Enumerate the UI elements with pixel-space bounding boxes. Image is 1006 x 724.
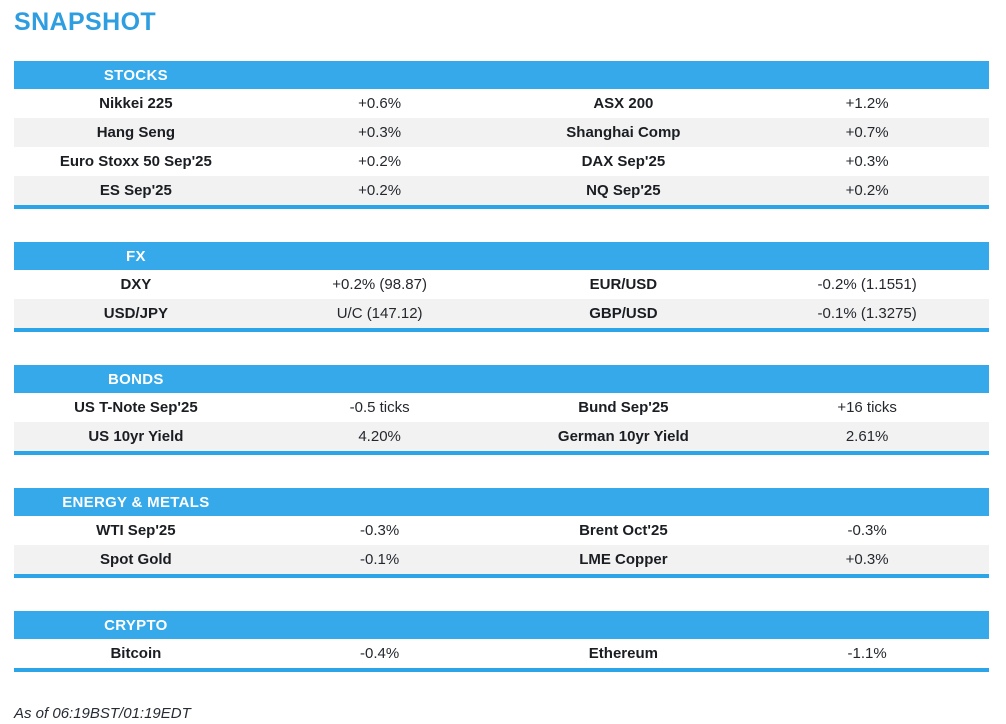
instrument-name: Nikkei 225 (99, 95, 173, 112)
section-title: ENERGY & METALS (62, 493, 210, 511)
table-row: Hang Seng +0.3% Shanghai Comp +0.7% (14, 118, 989, 147)
instrument-name: Brent Oct'25 (579, 522, 668, 539)
instrument-name: German 10yr Yield (557, 428, 689, 445)
instrument-name: DXY (120, 276, 152, 293)
instrument-name: Euro Stoxx 50 Sep'25 (59, 153, 212, 170)
instrument-name: ASX 200 (593, 95, 654, 112)
instrument-name: GBP/USD (589, 305, 658, 322)
instrument-name: DAX Sep'25 (581, 153, 666, 170)
instrument-change: 4.20% (358, 428, 401, 445)
instrument-name: Spot Gold (100, 551, 172, 568)
section-title: FX (125, 247, 146, 265)
instrument-change: +0.3% (845, 551, 889, 568)
instrument-change: +0.3% (358, 124, 402, 141)
section-header-bar: STOCKS (14, 61, 989, 89)
instrument-change: -0.3% (360, 522, 400, 539)
instrument-change: +0.2% (358, 182, 402, 199)
section-energy-metals: ENERGY & METALS WTI Sep'25 -0.3% Brent O… (14, 488, 989, 578)
instrument-name: US T-Note Sep'25 (74, 399, 198, 416)
instrument-name: US 10yr Yield (88, 428, 184, 445)
timestamp-note: As of 06:19BST/01:19EDT (14, 705, 191, 722)
instrument-name: Ethereum (588, 645, 658, 662)
table-row: DXY +0.2% (98.87) EUR/USD -0.2% (1.1551) (14, 270, 989, 299)
table-row: Nikkei 225 +0.6% ASX 200 +1.2% (14, 89, 989, 118)
section-header-bar: CRYPTO (14, 611, 989, 639)
instrument-name: Bitcoin (110, 645, 162, 662)
table-row: US 10yr Yield 4.20% German 10yr Yield 2.… (14, 422, 989, 451)
table-row: WTI Sep'25 -0.3% Brent Oct'25 -0.3% (14, 516, 989, 545)
instrument-change: +16 ticks (837, 399, 897, 416)
section-crypto: CRYPTO Bitcoin -0.4% Ethereum -1.1% (14, 611, 989, 672)
instrument-name: USD/JPY (103, 305, 168, 322)
instrument-change: -0.3% (847, 522, 887, 539)
instrument-change: -0.4% (360, 645, 400, 662)
instrument-change: -0.1% (360, 551, 400, 568)
section-header-bar: ENERGY & METALS (14, 488, 989, 516)
instrument-name: LME Copper (579, 551, 668, 568)
section-title: STOCKS (103, 66, 168, 84)
section-stocks: STOCKS Nikkei 225 +0.6% ASX 200 +1.2% Ha… (14, 61, 989, 209)
instrument-name: Hang Seng (96, 124, 176, 141)
table-row: Spot Gold -0.1% LME Copper +0.3% (14, 545, 989, 574)
instrument-change: +1.2% (845, 95, 889, 112)
table-row: US T-Note Sep'25 -0.5 ticks Bund Sep'25 … (14, 393, 989, 422)
table-row: Euro Stoxx 50 Sep'25 +0.2% DAX Sep'25 +0… (14, 147, 989, 176)
section-bonds: BONDS US T-Note Sep'25 -0.5 ticks Bund S… (14, 365, 989, 455)
instrument-change: -0.1% (1.3275) (817, 305, 917, 322)
instrument-name: Bund Sep'25 (578, 399, 669, 416)
section-header-bar: BONDS (14, 365, 989, 393)
instrument-name: WTI Sep'25 (96, 522, 176, 539)
instrument-change: +0.2% (358, 153, 402, 170)
instrument-change: +0.2% (98.87) (332, 276, 427, 293)
instrument-change: -0.2% (1.1551) (817, 276, 917, 293)
section-fx: FX DXY +0.2% (98.87) EUR/USD -0.2% (1.15… (14, 242, 989, 332)
instrument-name: ES Sep'25 (99, 182, 172, 199)
instrument-name: Shanghai Comp (566, 124, 681, 141)
table-row: USD/JPY U/C (147.12) GBP/USD -0.1% (1.32… (14, 299, 989, 328)
instrument-change: -0.5 ticks (349, 399, 410, 416)
section-header-bar: FX (14, 242, 989, 270)
instrument-change: +0.2% (845, 182, 889, 199)
section-title: BONDS (108, 370, 164, 388)
instrument-change: +0.6% (358, 95, 402, 112)
instrument-change: +0.3% (845, 153, 889, 170)
table-row: ES Sep'25 +0.2% NQ Sep'25 +0.2% (14, 176, 989, 205)
table-row: Bitcoin -0.4% Ethereum -1.1% (14, 639, 989, 668)
instrument-change: -1.1% (847, 645, 887, 662)
instrument-name: NQ Sep'25 (586, 182, 661, 199)
page-title: SNAPSHOT (14, 8, 157, 36)
instrument-change: 2.61% (845, 428, 889, 445)
instrument-name: EUR/USD (589, 276, 658, 293)
section-title: CRYPTO (104, 616, 168, 634)
instrument-change: U/C (147.12) (336, 305, 423, 322)
instrument-change: +0.7% (845, 124, 889, 141)
